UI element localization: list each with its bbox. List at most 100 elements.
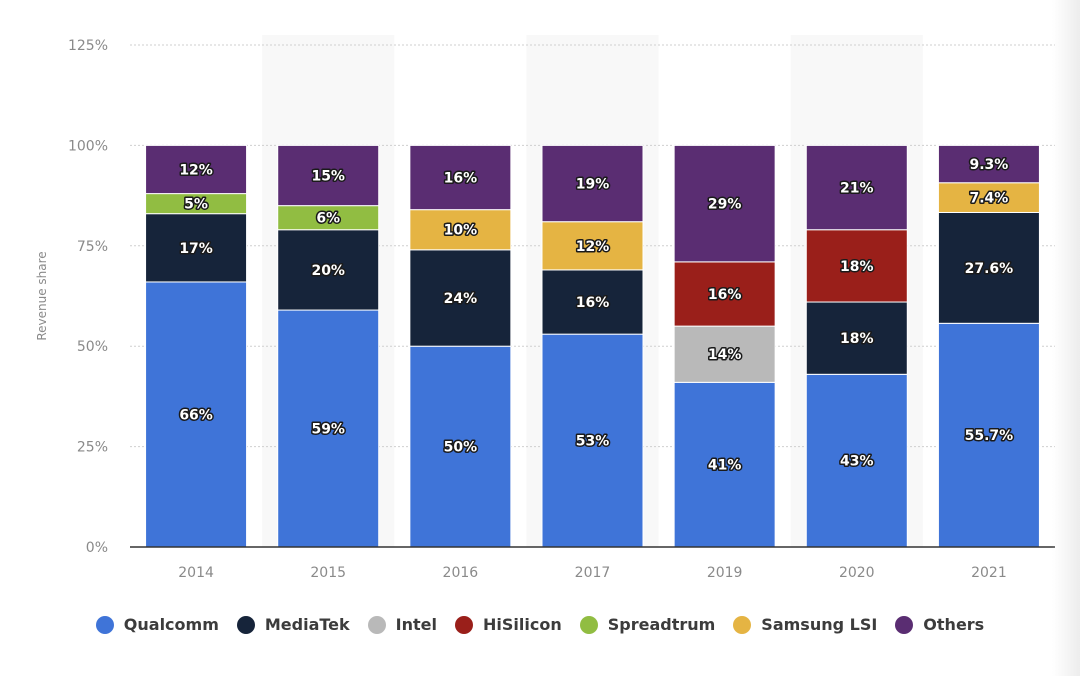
legend-swatch-icon: [455, 615, 473, 634]
legend-label: MediaTek: [264, 615, 350, 634]
bar-segment[interactable]: [937, 182, 1040, 213]
data-label: 5%: [184, 197, 208, 213]
x-tick-label: 2020: [839, 565, 875, 581]
data-label: 18%: [840, 331, 874, 347]
bar-segment[interactable]: [673, 325, 776, 383]
y-tick-label: 50%: [77, 339, 108, 355]
data-label: 16%: [444, 171, 478, 187]
bar-stack-2021: 55.7% 27.6% 7.4% 9.3%: [937, 144, 1040, 548]
bar-segment[interactable]: [541, 269, 644, 335]
bar-segment[interactable]: [805, 301, 908, 375]
bar-segment[interactable]: [145, 281, 248, 548]
scroll-edge-shadow: [1052, 0, 1080, 676]
bar-segment[interactable]: [541, 333, 644, 548]
data-label: 50%: [444, 440, 478, 456]
data-label: 14%: [708, 347, 742, 363]
y-tick-label: 0%: [86, 540, 108, 556]
data-label: 18%: [840, 259, 874, 275]
data-label: 10%: [444, 223, 478, 239]
bar-segment[interactable]: [145, 144, 248, 195]
data-label: 12%: [179, 162, 213, 178]
legend: Qualcomm MediaTek Intel HiSilicon Spreadtrum…: [0, 615, 1080, 634]
bar-segment[interactable]: [541, 221, 644, 271]
bar-stack-2019: 41% 14% 16% 29%: [673, 144, 776, 548]
data-label: 27.6%: [965, 261, 1014, 277]
data-label: 6%: [316, 211, 340, 227]
y-tick-label: 25%: [77, 440, 108, 456]
legend-label: HiSilicon: [483, 615, 562, 634]
y-tick-label: 75%: [77, 239, 108, 255]
bar-segment[interactable]: [673, 381, 776, 548]
legend-item-intel[interactable]: Intel: [367, 615, 437, 634]
legend-item-hisilicon[interactable]: HiSilicon: [455, 615, 562, 634]
legend-swatch-icon: [579, 615, 598, 634]
legend-swatch-icon: [733, 615, 752, 634]
data-label: 12%: [576, 239, 610, 255]
data-label: 20%: [311, 263, 345, 279]
bar-stack-2015: 59% 20% 6% 15%: [277, 144, 380, 548]
bar-segment[interactable]: [409, 209, 512, 251]
legend-swatch-icon: [95, 615, 114, 634]
x-tick-label: 2021: [971, 565, 1007, 581]
bar-stack-2017: 53% 16% 12% 19%: [541, 144, 644, 548]
bar-segment[interactable]: [409, 345, 512, 548]
bar-segment[interactable]: [937, 211, 1040, 324]
legend-swatch-icon: [895, 615, 914, 634]
data-label: 21%: [840, 181, 874, 197]
x-tick-label: 2016: [443, 565, 479, 581]
data-label: 29%: [708, 197, 742, 213]
bar-segment[interactable]: [541, 144, 644, 223]
data-label: 24%: [444, 291, 478, 307]
bar-segment[interactable]: [805, 229, 908, 303]
legend-label: Qualcomm: [123, 615, 219, 634]
legend-label: Others: [923, 615, 985, 634]
bar-segment[interactable]: [805, 144, 908, 231]
data-label: 9.3%: [970, 157, 1009, 173]
bar-segment[interactable]: [409, 144, 512, 211]
x-tick-label: 2015: [310, 565, 346, 581]
y-tick-label: 100%: [68, 138, 108, 154]
data-label: 53%: [576, 434, 610, 450]
x-tick-label: 2014: [178, 565, 214, 581]
bar-segment[interactable]: [673, 261, 776, 327]
bar-segment[interactable]: [277, 229, 380, 311]
y-tick-label: 125%: [68, 38, 108, 54]
x-tick-label: 2019: [707, 565, 743, 581]
bar-stack-2016: 50% 24% 10% 16%: [409, 144, 512, 548]
y-axis-title: Revenue share: [35, 251, 49, 340]
x-tick-label: 2017: [575, 565, 611, 581]
x-axis-ticks: 2014 2015 2016 2017 2019 2020 2021: [178, 565, 1006, 581]
data-label: 7.4%: [970, 191, 1009, 207]
bar-segment[interactable]: [277, 144, 380, 207]
bar-segment[interactable]: [277, 205, 380, 231]
legend-item-others[interactable]: Others: [895, 615, 984, 634]
data-label: 16%: [708, 287, 742, 303]
bar-segment[interactable]: [673, 144, 776, 263]
data-label: 19%: [576, 177, 610, 193]
bar-segment[interactable]: [145, 213, 248, 283]
legend-label: Samsung LSI: [761, 615, 878, 634]
bar-stack-2014: 66% 17% 5% 12%: [145, 144, 248, 548]
legend-item-samsung-lsi[interactable]: Samsung LSI: [733, 615, 877, 634]
bar-segment[interactable]: [805, 373, 908, 548]
data-label: 15%: [311, 169, 345, 185]
data-label: 66%: [179, 407, 213, 423]
bar-segment[interactable]: [937, 322, 1040, 548]
data-label: 16%: [576, 295, 610, 311]
data-label: 55.7%: [965, 428, 1014, 444]
bar-segment[interactable]: [937, 144, 1040, 184]
data-label: 59%: [311, 422, 345, 438]
bar-stack-2020: 43% 18% 18% 21%: [805, 144, 908, 548]
legend-swatch-icon: [367, 615, 386, 634]
bars: 66% 17% 5% 12% 59% 20% 6% 15% 50% 24% 10% 16% 53% 16%…: [145, 144, 1040, 548]
data-label: 41%: [708, 458, 742, 474]
data-label: 43%: [840, 454, 874, 470]
legend-label: Intel: [395, 615, 437, 634]
data-label: 17%: [179, 241, 213, 257]
legend-item-mediatek[interactable]: MediaTek: [236, 615, 350, 634]
y-axis-ticks: 0% 25% 50% 75% 100% 125%: [68, 38, 108, 556]
legend-swatch-icon: [236, 615, 255, 634]
legend-item-spreadtrum[interactable]: Spreadtrum: [579, 615, 715, 634]
legend-item-qualcomm[interactable]: Qualcomm: [95, 615, 219, 634]
